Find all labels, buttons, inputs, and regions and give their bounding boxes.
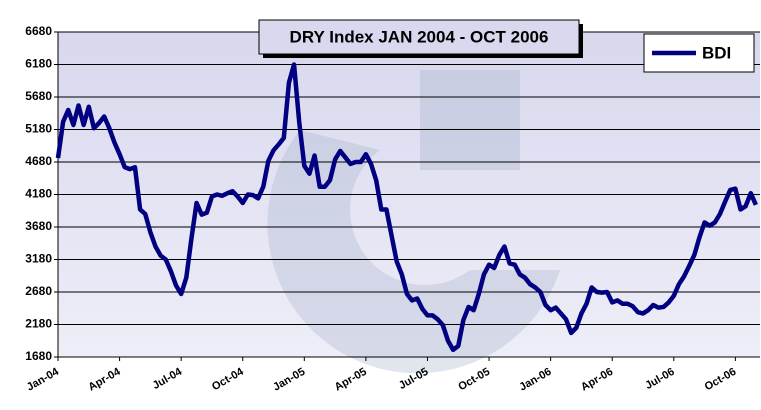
x-tick-label: Apr-05 [333,366,369,394]
x-tick-label: Jul-06 [643,366,677,392]
y-tick-label: 5680 [25,89,52,103]
y-tick-label: 4180 [25,187,52,201]
x-tick-label: Jan-06 [517,366,553,394]
y-tick-label: 6680 [25,24,52,38]
y-tick-label: 3180 [25,252,52,266]
x-tick-label: Apr-04 [86,365,123,393]
x-tick-label: Jul-04 [151,365,185,392]
y-tick-label: 2180 [25,317,52,331]
y-tick-label: 3680 [25,219,52,233]
x-tick-label: Jan-05 [271,366,307,394]
x-tick-label: Apr-06 [579,366,615,394]
x-tick-label: Jan-04 [25,365,62,393]
chart: DRY Index JAN 2004 - OCT 2006 1680 2180 26… [0,0,761,410]
x-tick-label: Oct-05 [456,366,492,394]
y-tick-label: 4680 [25,154,52,168]
y-tick-label: 2680 [25,284,52,298]
legend-label: BDI [702,43,731,62]
y-tick-label: 6180 [25,57,52,71]
y-tick-label: 5180 [25,122,52,136]
chart-title: DRY Index JAN 2004 - OCT 2006 [290,27,549,46]
x-tick-label: Oct-04 [210,365,246,393]
x-tick-label: Oct-06 [703,366,739,394]
y-tick-label: 1680 [25,349,52,363]
